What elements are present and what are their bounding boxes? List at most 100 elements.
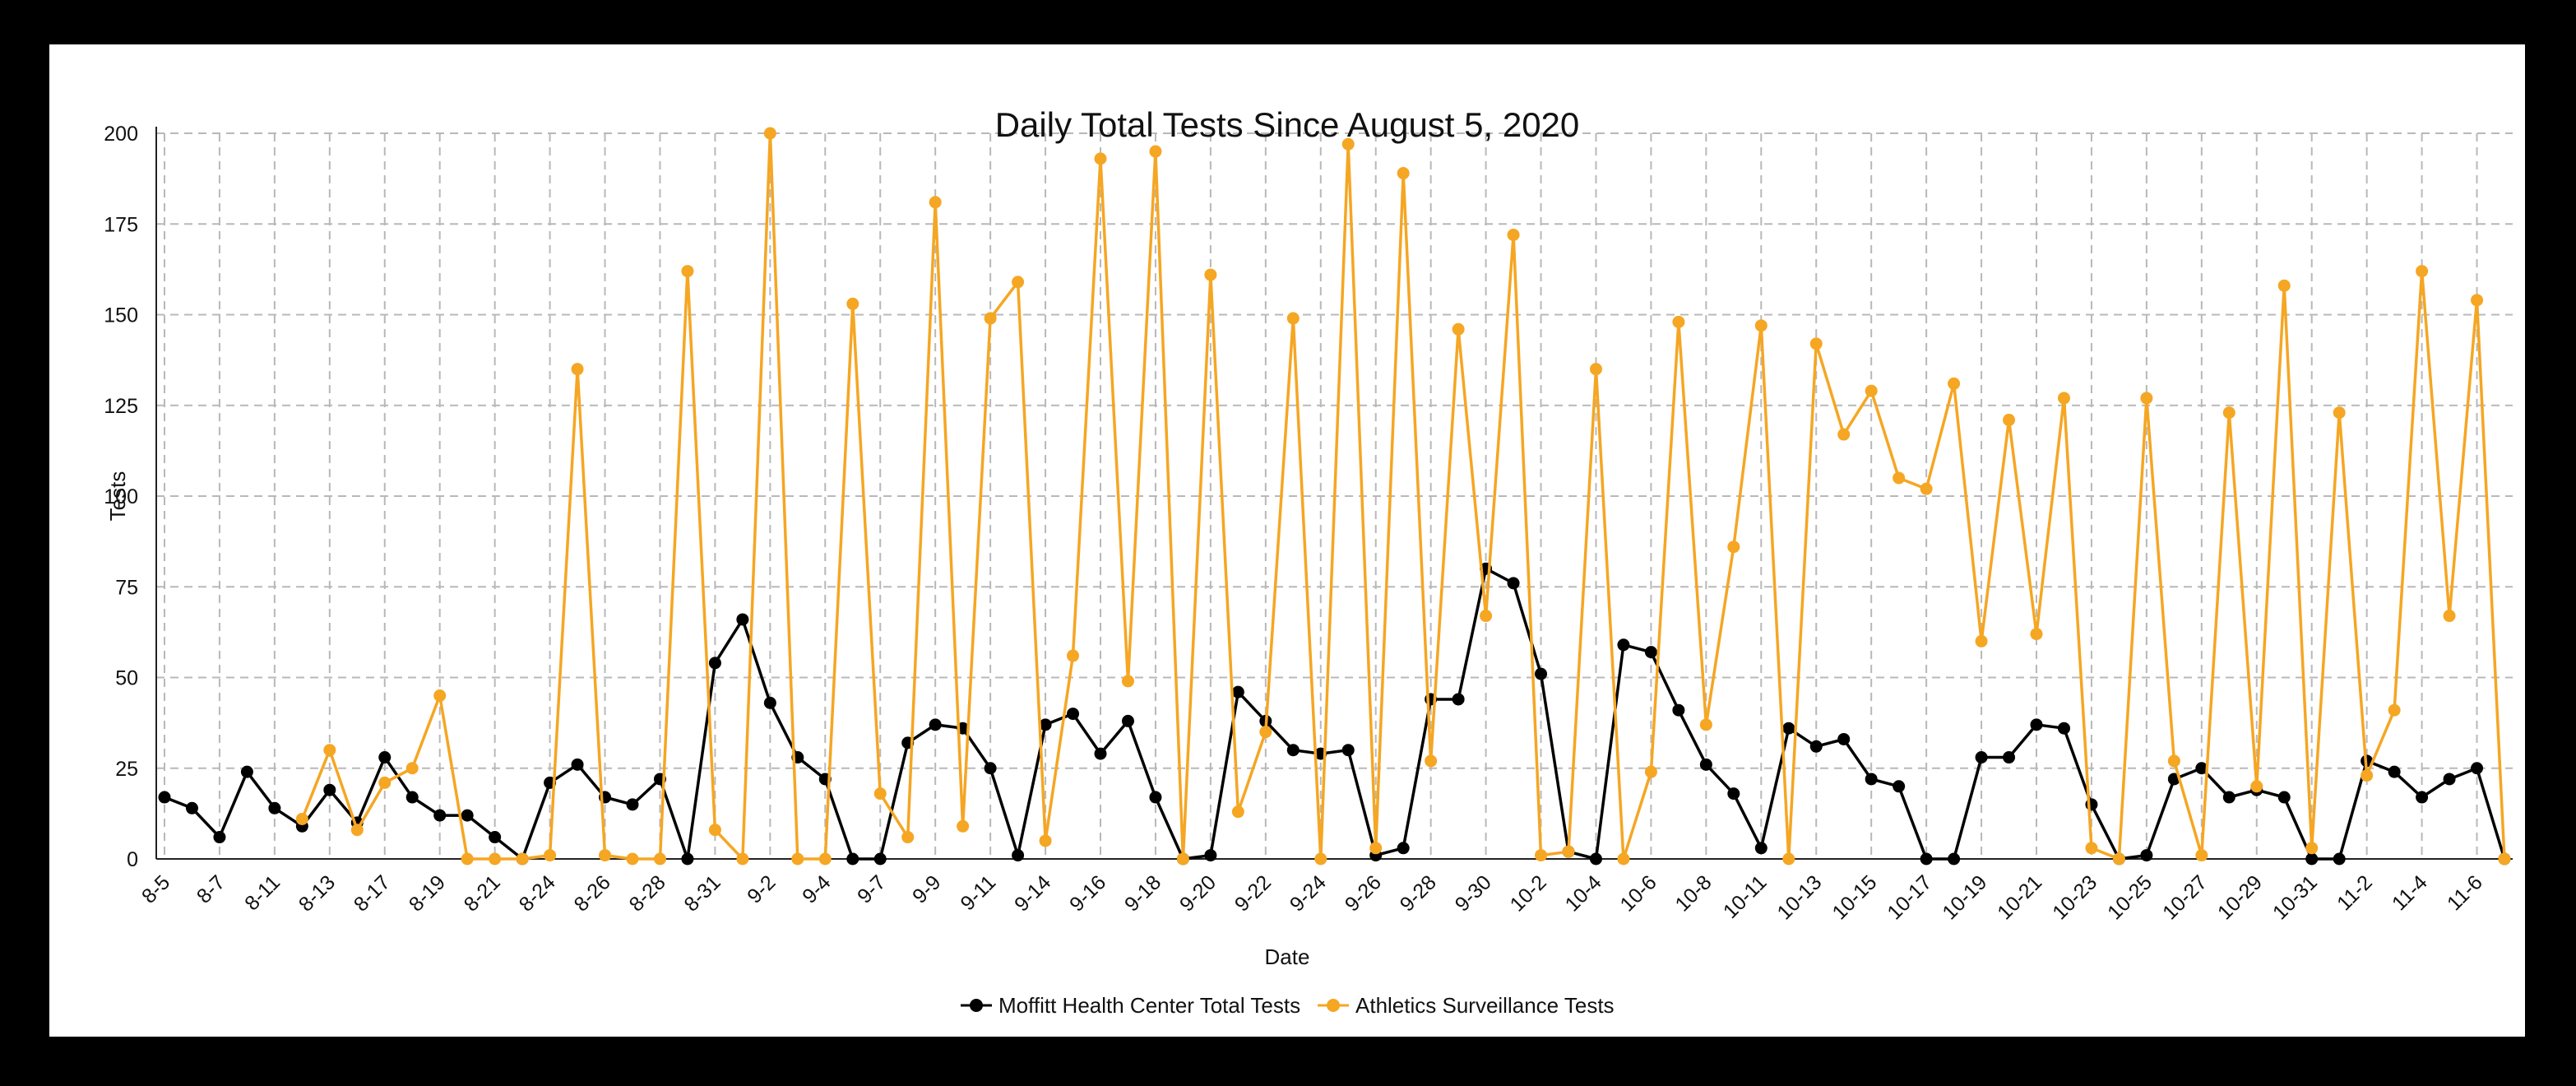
data-point — [1452, 323, 1465, 336]
data-point — [1507, 577, 1520, 590]
data-point — [873, 852, 887, 866]
data-point — [2416, 791, 2429, 804]
y-tick-label: 175 — [104, 213, 138, 236]
data-point — [626, 852, 639, 866]
data-point — [681, 852, 694, 866]
data-point — [1231, 805, 1244, 819]
x-tick-label: 10-13 — [1772, 870, 1826, 924]
data-point — [1948, 852, 1961, 866]
data-point — [1754, 319, 1768, 332]
data-point — [158, 791, 171, 804]
data-point — [929, 196, 942, 209]
data-point — [2361, 769, 2374, 782]
data-point — [1067, 649, 1080, 662]
data-point — [1039, 718, 1052, 731]
data-point — [2140, 849, 2153, 862]
y-tick-label: 150 — [104, 304, 138, 327]
data-point — [929, 718, 942, 731]
x-tick-label: 9-22 — [1230, 870, 1276, 916]
data-point — [571, 363, 584, 376]
data-point — [873, 787, 887, 801]
data-point — [1975, 751, 1988, 764]
data-point — [2057, 722, 2070, 735]
data-point — [2471, 762, 2484, 775]
x-tick-label: 11-6 — [2443, 870, 2487, 915]
x-tick-label: 10-6 — [1615, 870, 1661, 916]
y-tick-label: 0 — [127, 848, 138, 871]
y-tick-label: 100 — [104, 485, 138, 508]
data-point — [1094, 152, 1107, 165]
data-point — [791, 852, 804, 866]
data-point — [599, 849, 612, 862]
data-point — [1589, 363, 1602, 376]
data-point — [1149, 145, 1162, 158]
legend-marker-moffitt — [970, 999, 983, 1012]
data-point — [571, 758, 584, 771]
data-point — [2222, 791, 2235, 804]
data-point — [2277, 279, 2291, 292]
data-point — [295, 812, 308, 825]
data-point — [846, 297, 859, 310]
series-layer — [158, 127, 2511, 866]
x-tick-label: 9-18 — [1120, 870, 1165, 916]
data-point — [1149, 791, 1162, 804]
x-tick-label: 10-25 — [2103, 870, 2157, 924]
data-point — [1589, 852, 1602, 866]
legend-marker-athletics — [1327, 999, 1340, 1012]
data-point — [1286, 744, 1300, 757]
data-point — [1617, 638, 1630, 652]
data-point — [1121, 714, 1134, 727]
data-point — [1369, 842, 1383, 855]
legend: Moffitt Health Center Total Tests Athlet… — [961, 993, 1615, 1018]
data-point — [1920, 852, 1933, 866]
data-point — [433, 689, 447, 703]
data-point — [1865, 384, 1878, 397]
data-point — [1314, 852, 1327, 866]
data-point — [1259, 726, 1272, 739]
data-point — [1893, 471, 1906, 485]
data-point — [1012, 849, 1025, 862]
data-point — [2112, 852, 2125, 866]
data-point — [2140, 392, 2153, 405]
data-point — [2471, 294, 2484, 307]
data-point — [1507, 228, 1520, 241]
data-point — [405, 762, 419, 775]
x-tick-label: 8-21 — [460, 870, 505, 916]
series-line — [164, 567, 2506, 861]
x-tick-label: 8-28 — [625, 870, 670, 916]
x-axis-title: Date — [1265, 944, 1310, 969]
data-point — [736, 852, 749, 866]
x-tick-label: 10-23 — [2048, 870, 2101, 924]
data-point — [708, 657, 721, 670]
y-tick-label: 50 — [115, 667, 138, 690]
data-point — [1672, 315, 1685, 328]
data-point — [1809, 337, 1823, 350]
data-point — [1341, 744, 1355, 757]
data-point — [323, 783, 336, 796]
data-point — [1039, 834, 1052, 847]
x-tick-label: 11-2 — [2333, 870, 2377, 915]
data-point — [957, 819, 970, 833]
data-point — [489, 831, 502, 844]
data-point — [1672, 703, 1685, 717]
data-point — [1809, 740, 1823, 753]
data-point — [1094, 747, 1107, 760]
data-point — [2222, 406, 2235, 420]
legend-label-moffitt: Moffitt Health Center Total Tests — [998, 993, 1300, 1018]
tick-labels: 0 25 50 75 100 125 150 175 200 8-5 8-7 8-11 8-13 8-17… — [104, 123, 2486, 924]
data-point — [2277, 791, 2291, 804]
data-point — [2003, 751, 2016, 764]
data-point — [984, 762, 997, 775]
data-point — [1452, 693, 1465, 706]
data-point — [1893, 780, 1906, 793]
data-point — [763, 696, 776, 709]
data-point — [433, 809, 447, 822]
data-point — [1204, 268, 1217, 281]
data-point — [350, 824, 364, 837]
data-point — [708, 824, 721, 837]
chart-title: Daily Total Tests Since August 5, 2020 — [995, 105, 1580, 144]
data-point — [681, 265, 694, 278]
data-point — [185, 801, 198, 814]
data-point — [2388, 765, 2401, 778]
legend-label-athletics: Athletics Surveillance Tests — [1355, 993, 1615, 1018]
